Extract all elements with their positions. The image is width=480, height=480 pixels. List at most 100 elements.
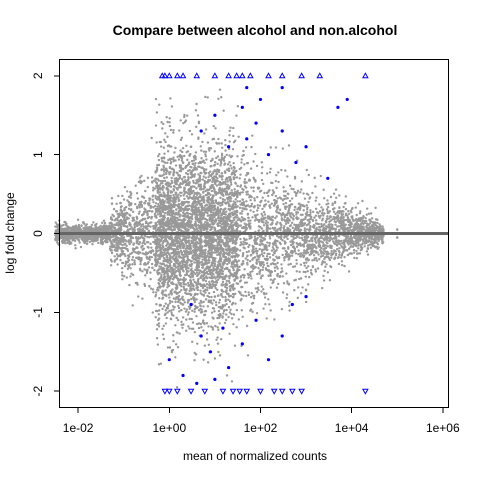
data-point: [304, 270, 307, 274]
data-point: [184, 278, 188, 281]
data-point: [315, 241, 318, 244]
data-point: [346, 218, 349, 221]
data-point: [217, 270, 220, 274]
data-point: [328, 244, 332, 248]
data-point: [260, 242, 263, 246]
data-point: [215, 303, 218, 307]
data-point: [249, 253, 253, 257]
data-point: [204, 291, 207, 294]
data-point: [244, 257, 247, 260]
data-point: [202, 200, 205, 204]
data-point: [190, 317, 193, 321]
data-point: [120, 211, 124, 214]
data-point: [233, 344, 237, 347]
data-point: [281, 253, 284, 257]
data-point: [187, 212, 190, 215]
data-point: [182, 190, 186, 193]
data-point: [257, 258, 260, 261]
data-point: [220, 152, 224, 155]
data-point: [234, 203, 237, 206]
data-point: [349, 209, 352, 213]
data-point: [188, 317, 191, 321]
data-point: [247, 222, 251, 225]
data-point: [342, 216, 345, 219]
data-point: [314, 214, 318, 217]
data-point: [300, 236, 304, 240]
data-point: [131, 210, 135, 214]
data-point: [188, 190, 191, 193]
data-point: [352, 244, 355, 248]
data-point: [335, 239, 338, 242]
data-point: [191, 185, 195, 188]
data-point: [126, 225, 129, 228]
data-point: [119, 205, 123, 209]
data-point: [197, 272, 201, 275]
data-point: [167, 227, 170, 230]
data-point: [199, 304, 202, 307]
data-point: [179, 207, 182, 211]
data-point: [166, 210, 170, 214]
data-point: [214, 191, 218, 195]
data-point: [243, 178, 247, 181]
data-point: [307, 265, 310, 268]
data-point: [156, 220, 160, 224]
data-point: [220, 239, 223, 242]
data-point: [180, 297, 184, 300]
data-point: [204, 193, 208, 197]
data-point: [190, 133, 194, 136]
data-point: [129, 275, 132, 278]
data-point: [174, 242, 177, 245]
data-point: [204, 258, 207, 261]
data-point: [277, 282, 280, 286]
data-point: [232, 165, 236, 169]
data-point: [193, 330, 197, 334]
data-point: [172, 314, 175, 317]
data-point: [118, 237, 121, 240]
data-point: [169, 217, 173, 220]
data-point: [164, 289, 167, 292]
data-point: [203, 179, 206, 183]
data-point: [262, 221, 265, 224]
data-point: [201, 258, 204, 261]
data-point: [214, 220, 217, 223]
data-point: [335, 247, 339, 251]
data-point: [318, 210, 322, 213]
data-point: [184, 289, 188, 292]
data-point: [223, 162, 227, 165]
data-point: [294, 252, 298, 255]
data-point: [242, 240, 245, 243]
data-point: [352, 248, 356, 252]
data-point: [110, 202, 114, 206]
data-point: [166, 235, 169, 239]
data-point: [221, 203, 224, 206]
data-point: [94, 223, 97, 227]
data-point: [213, 251, 216, 254]
data-point: [226, 163, 230, 166]
data-point: [169, 270, 172, 273]
data-point: [144, 189, 147, 193]
data-point: [258, 247, 261, 251]
data-point: [138, 267, 142, 271]
data-point: [370, 238, 374, 241]
data-point: [167, 182, 170, 186]
data-point: [133, 263, 137, 266]
data-point: [180, 136, 184, 139]
data-point: [181, 263, 184, 266]
data-point: [111, 218, 114, 222]
data-point: [260, 227, 264, 230]
data-point: [54, 221, 57, 224]
data-point: [262, 248, 265, 251]
data-point: [282, 202, 285, 206]
data-point: [216, 278, 220, 281]
data-point: [307, 173, 311, 177]
data-point: [321, 286, 324, 290]
data-point: [199, 269, 202, 273]
data-point: [269, 146, 272, 149]
data-point: [167, 303, 170, 307]
data-point: [241, 191, 244, 194]
data-point: [169, 291, 172, 295]
data-point: [170, 191, 174, 194]
data-point: [293, 289, 296, 292]
data-point: [180, 288, 183, 292]
data-point: [195, 266, 198, 269]
